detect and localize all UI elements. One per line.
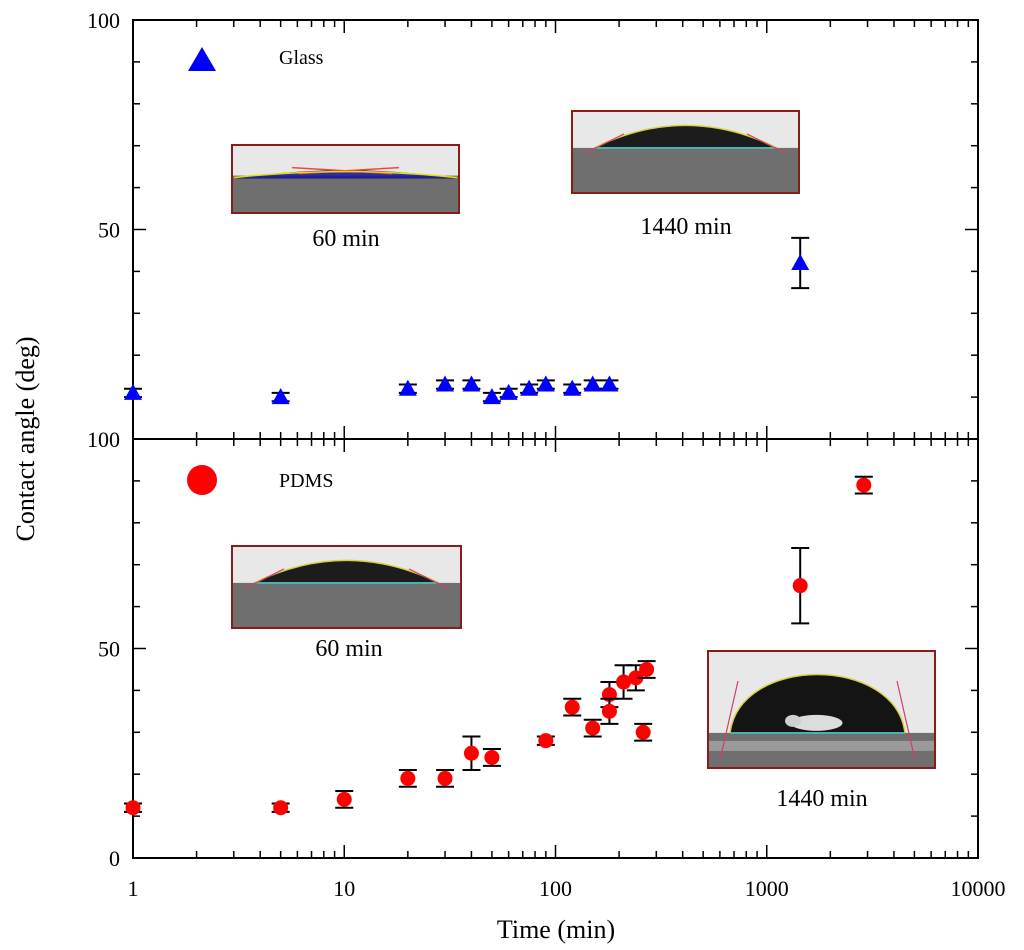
- drop-reflection: [785, 714, 801, 727]
- y-axis-title: Contact angle (deg): [11, 336, 40, 541]
- legend-label-glass: Glass: [279, 47, 324, 69]
- data-point: [791, 254, 810, 271]
- data-point: [564, 699, 580, 715]
- inset-substrate: [572, 147, 799, 193]
- inset-frame: [571, 110, 800, 194]
- data-point: [856, 477, 872, 493]
- x-tick-label: 10000: [951, 876, 1006, 901]
- inset-substrate: [232, 582, 461, 628]
- data-point: [462, 375, 481, 392]
- data-point: [635, 724, 651, 740]
- drop-reflection: [790, 714, 843, 731]
- inset-caption: 1440 min: [640, 214, 731, 240]
- x-tick-label: 1: [128, 876, 139, 901]
- data-point: [616, 674, 632, 690]
- inset-frame: [707, 650, 936, 769]
- data-point: [273, 800, 289, 816]
- data-point: [125, 800, 141, 816]
- tangent-line: [896, 680, 916, 761]
- tangent-line: [719, 680, 739, 761]
- data-point: [124, 383, 142, 400]
- data-point: [601, 703, 617, 719]
- data-point: [398, 379, 417, 396]
- data-point: [400, 770, 416, 786]
- inset-caption: 1440 min: [776, 786, 867, 812]
- inset-glass-1440min: 1440 min: [571, 110, 800, 240]
- x-tick-label: 100: [539, 876, 572, 901]
- data-point: [520, 379, 539, 396]
- inset-caption: 60 min: [312, 226, 379, 252]
- inset-frame: [231, 144, 460, 214]
- pdms-series: [124, 475, 873, 816]
- drop-shape: [234, 170, 457, 179]
- top-panel-frame: [132, 19, 979, 440]
- tangent-line: [746, 133, 788, 155]
- x-tick-label: 10: [333, 876, 355, 901]
- drop-outline: [729, 673, 906, 733]
- data-point: [271, 388, 290, 405]
- drop-outline: [233, 170, 458, 179]
- y-tick-label: 50: [98, 218, 120, 243]
- data-point: [583, 375, 602, 392]
- inset-frame: [231, 545, 462, 629]
- y-tick-label: 100: [87, 427, 120, 452]
- legend-marker-glass: [188, 47, 216, 71]
- data-point: [628, 670, 644, 686]
- inset-pdms-60min: 60 min: [231, 545, 462, 662]
- glass-series: [124, 236, 810, 405]
- tangent-line: [243, 568, 285, 590]
- data-point: [499, 383, 518, 400]
- data-point: [482, 388, 501, 405]
- legend-marker-pdms: [187, 465, 217, 495]
- data-point: [437, 770, 453, 786]
- y-tick-label: 50: [98, 637, 120, 662]
- inset-substrate: [232, 175, 459, 213]
- inset-pdms-1440min: 1440 min: [707, 650, 936, 812]
- data-point: [336, 791, 352, 807]
- inset-substrate-band: [708, 740, 935, 751]
- legend-label-pdms: PDMS: [279, 470, 333, 492]
- drop-shape: [730, 674, 905, 733]
- data-point: [585, 720, 601, 736]
- data-point: [563, 379, 582, 396]
- data-point: [536, 375, 555, 392]
- data-point: [436, 375, 455, 392]
- x-tick-label: 1000: [745, 876, 789, 901]
- data-point: [639, 661, 655, 677]
- y-tick-label: 100: [87, 8, 120, 33]
- data-point: [538, 733, 554, 749]
- drop-outline: [253, 559, 440, 584]
- data-point: [463, 745, 479, 761]
- y-tick-label: 0: [109, 846, 120, 871]
- data-point: [792, 578, 808, 594]
- data-point: [600, 375, 619, 392]
- data-point: [484, 749, 500, 765]
- inset-caption: 60 min: [315, 636, 382, 662]
- x-axis-title: Time (min): [497, 915, 615, 944]
- tangent-line: [583, 133, 625, 155]
- inset-glass-60min: 60 min: [231, 144, 460, 252]
- tangent-line: [408, 568, 450, 590]
